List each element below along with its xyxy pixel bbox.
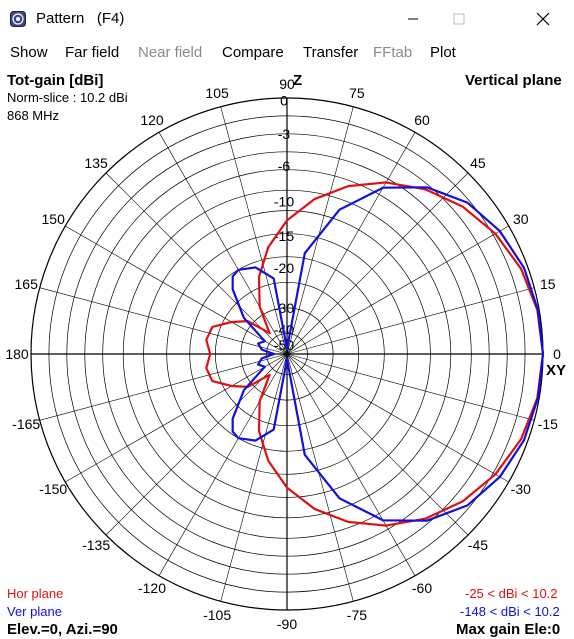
radial-tick-label: 0 (280, 93, 288, 109)
angle-tick-label: -75 (347, 607, 367, 623)
plot-header-left: Tot-gain [dBi] (7, 72, 104, 89)
grid-spoke (286, 172, 469, 355)
window-title: Pattern (F4) (36, 10, 125, 27)
legend-hor-plane: Hor plane (7, 586, 64, 601)
angle-tick-label: -150 (39, 481, 67, 497)
xy-axis-label: XY (546, 362, 567, 379)
grid-spoke (286, 353, 354, 602)
angle-tick-label: 30 (513, 211, 529, 227)
z-axis-label: Z (293, 72, 303, 89)
grid-spoke (158, 132, 288, 355)
angle-tick-label: 45 (470, 155, 486, 171)
plot-header-right: Vertical plane (465, 72, 562, 89)
grid-spoke (286, 353, 535, 421)
grid-spoke (286, 353, 416, 576)
menu-plot[interactable]: Plot (430, 44, 456, 61)
grid-spoke (65, 225, 288, 355)
angle-tick-label: -105 (203, 607, 231, 623)
norm-slice-label: Norm-slice : 10.2 dBi (7, 90, 128, 105)
angle-tick-label: 0 (553, 346, 561, 362)
menu-compare[interactable]: Compare (222, 44, 284, 61)
angle-tick-label: -15 (538, 416, 558, 432)
radial-tick-label: -6 (278, 158, 291, 174)
angle-tick-label: -135 (82, 537, 110, 553)
angle-tick-label: -60 (412, 580, 432, 596)
ver-plane-curve (231, 186, 545, 522)
radial-tick-label: -20 (274, 260, 294, 276)
angle-tick-label: -120 (138, 580, 166, 596)
grid-spoke (65, 353, 288, 483)
title-bar[interactable]: Pattern (F4) (0, 0, 574, 38)
legend-ver-plane: Ver plane (7, 604, 62, 619)
close-button[interactable] (520, 0, 566, 38)
grid-spoke (220, 106, 288, 355)
menu-fftab[interactable]: FFtab (373, 44, 413, 61)
grid-spoke (105, 353, 288, 536)
maximize-button (436, 0, 482, 38)
angle-tick-label: 135 (84, 155, 108, 171)
angle-tick-label: 180 (5, 346, 29, 362)
angle-tick-label: 75 (349, 85, 365, 101)
menu-bar: Show Far field Near field Compare Transf… (0, 38, 574, 68)
range-ver-label: -148 < dBi < 10.2 (460, 604, 560, 619)
angle-tick-label: 120 (140, 112, 164, 128)
polar-chart: 0153045607590105120135150165180-165-150-… (5, 76, 561, 632)
grid-spoke (39, 287, 288, 355)
grid-spoke (286, 225, 509, 355)
max-gain-label: Max gain Ele:0 (456, 621, 561, 638)
minimize-button[interactable] (390, 0, 436, 38)
frequency-label: 868 MHz (7, 108, 60, 123)
radial-tick-label: -10 (274, 194, 294, 210)
grid-spoke (286, 353, 469, 536)
close-icon (536, 12, 550, 26)
pattern-app-icon (10, 11, 26, 27)
angle-tick-label: -30 (511, 481, 531, 497)
angle-tick-label: 15 (540, 276, 556, 292)
maximize-icon (453, 13, 465, 25)
angle-tick-label: 60 (414, 112, 430, 128)
grid-spoke (286, 353, 509, 483)
grid-spoke (39, 353, 288, 421)
angle-tick-label: -45 (468, 537, 488, 553)
menu-transfer[interactable]: Transfer (303, 44, 359, 61)
grid-spoke (105, 172, 288, 355)
menu-far-field[interactable]: Far field (65, 44, 120, 61)
radial-tick-label: -30 (274, 300, 294, 316)
range-hor-label: -25 < dBi < 10.2 (465, 586, 558, 601)
angle-tick-label: -165 (12, 416, 40, 432)
menu-show[interactable]: Show (10, 44, 48, 61)
menu-near-field[interactable]: Near field (138, 44, 203, 61)
angle-tick-label: 165 (15, 276, 39, 292)
hor-plane-curve (205, 181, 545, 527)
polar-plot-area[interactable]: 0 15 30 45 60 75 90 105 120 135 150 165 180 -165 -150-… (0, 68, 574, 639)
minimize-icon (408, 18, 418, 20)
grid-spoke (286, 106, 354, 355)
radial-tick-label: -3 (278, 126, 291, 142)
angle-tick-label: 90 (279, 76, 295, 92)
angle-tick-label: -90 (277, 616, 297, 632)
grid-spoke (286, 132, 416, 355)
grid-spoke (158, 353, 288, 576)
grid-spoke (220, 353, 288, 602)
elev-azi-label: Elev.=0, Azi.=90 (7, 621, 118, 638)
angle-tick-label: 150 (42, 211, 66, 227)
angle-tick-label: 105 (205, 85, 229, 101)
grid-spoke (286, 287, 535, 355)
